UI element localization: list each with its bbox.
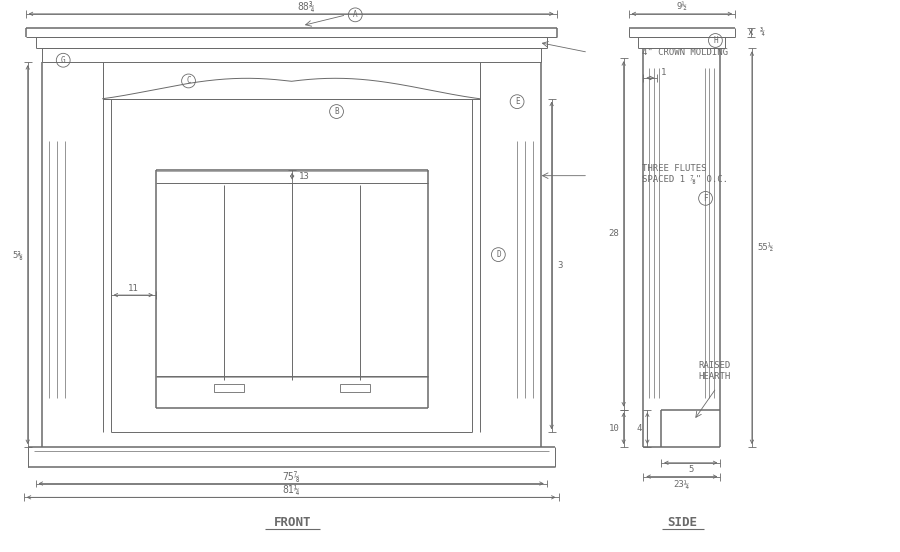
Text: 1: 1 xyxy=(661,67,666,77)
Text: 5: 5 xyxy=(688,465,693,474)
Text: D: D xyxy=(496,250,500,259)
Text: SIDE: SIDE xyxy=(667,517,697,529)
Text: G: G xyxy=(61,56,66,65)
Text: 23¼: 23¼ xyxy=(674,479,690,488)
Text: 28: 28 xyxy=(608,230,619,238)
Text: 4" CROWN MOLDING: 4" CROWN MOLDING xyxy=(643,48,728,57)
Text: FRONT: FRONT xyxy=(274,517,310,529)
Text: 10: 10 xyxy=(608,424,619,433)
Bar xyxy=(214,384,244,392)
Text: A: A xyxy=(353,10,357,19)
Text: 81¼: 81¼ xyxy=(283,485,300,496)
Text: 75⅞: 75⅞ xyxy=(283,471,300,482)
Text: RAISED
HEARTH: RAISED HEARTH xyxy=(698,362,731,381)
Text: 88¾: 88¾ xyxy=(297,2,315,12)
Text: 11: 11 xyxy=(128,284,139,293)
Text: 9½: 9½ xyxy=(677,2,688,12)
Text: B: B xyxy=(334,107,338,116)
Text: 55½: 55½ xyxy=(758,243,774,252)
Text: E: E xyxy=(515,97,519,106)
Text: ¾: ¾ xyxy=(760,28,765,36)
Text: 4: 4 xyxy=(637,424,642,433)
Text: C: C xyxy=(186,76,191,86)
Bar xyxy=(340,384,370,392)
Text: H: H xyxy=(713,36,717,45)
Text: 5⅜: 5⅜ xyxy=(13,250,23,259)
Text: 13: 13 xyxy=(299,172,310,181)
Text: 3: 3 xyxy=(558,261,563,270)
Text: F: F xyxy=(703,194,708,203)
Text: THREE FLUTES
SPACED 1 ⅞" O.C.: THREE FLUTES SPACED 1 ⅞" O.C. xyxy=(643,164,728,183)
